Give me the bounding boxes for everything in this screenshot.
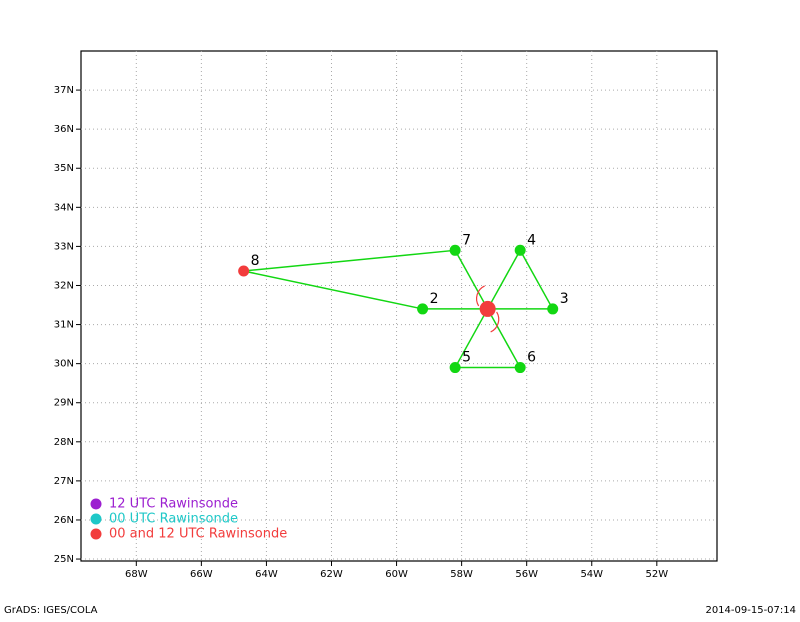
x-tick-label: 58W [450,569,473,580]
point-label: 7 [462,232,471,248]
track-line [454,308,489,368]
footer-right: 2014-09-15-07:14 [705,605,796,616]
point-label: 8 [251,253,260,269]
point [547,303,559,315]
storm-center [479,300,496,317]
x-tick-label: 64W [255,569,278,580]
point [449,362,461,374]
legend-label: 00 UTC Rawinsonde [109,512,238,527]
point-label: 2 [430,291,439,307]
x-tick-label: 66W [190,569,213,580]
storm-arc [490,311,500,333]
legend-marker [90,498,102,510]
point-label: 3 [560,291,569,307]
x-tick-label: 56W [515,569,538,580]
y-tick-label: 26N [54,515,74,526]
track-line [243,270,423,310]
plot-frame [80,50,718,562]
y-tick-label: 27N [54,476,74,487]
point [238,265,250,277]
track-line [486,249,521,310]
point [417,303,429,315]
y-tick-label: 28N [54,437,74,448]
y-tick-label: 35N [54,163,74,174]
point [514,244,526,256]
legend-label: 00 and 12 UTC Rawinsonde [109,527,287,542]
y-tick-label: 37N [54,85,74,96]
track-line [243,249,456,272]
x-tick-label: 54W [580,569,603,580]
legend-marker [90,528,102,540]
point-label: 5 [462,350,471,366]
y-tick-label: 30N [54,359,74,370]
y-tick-label: 36N [54,124,74,135]
x-tick-label: 62W [320,569,343,580]
track-line [454,249,489,310]
x-tick-label: 60W [385,569,408,580]
track-line [486,308,521,368]
x-tick-label: 68W [125,569,148,580]
y-tick-label: 31N [54,320,74,331]
y-tick-label: 29N [54,398,74,409]
x-tick-label: 52W [646,569,669,580]
point-label: 6 [527,350,536,366]
storm-arc [476,285,485,307]
y-tick-label: 25N [54,554,74,565]
y-tick-label: 33N [54,241,74,252]
y-tick-label: 34N [54,202,74,213]
point-label: 4 [527,232,536,248]
point [514,362,526,374]
track-line [519,249,554,310]
legend-marker [90,513,102,525]
y-tick-label: 32N [54,280,74,291]
footer-left: GrADS: IGES/COLA [4,605,98,616]
legend-label: 12 UTC Rawinsonde [109,497,238,512]
point [449,244,461,256]
